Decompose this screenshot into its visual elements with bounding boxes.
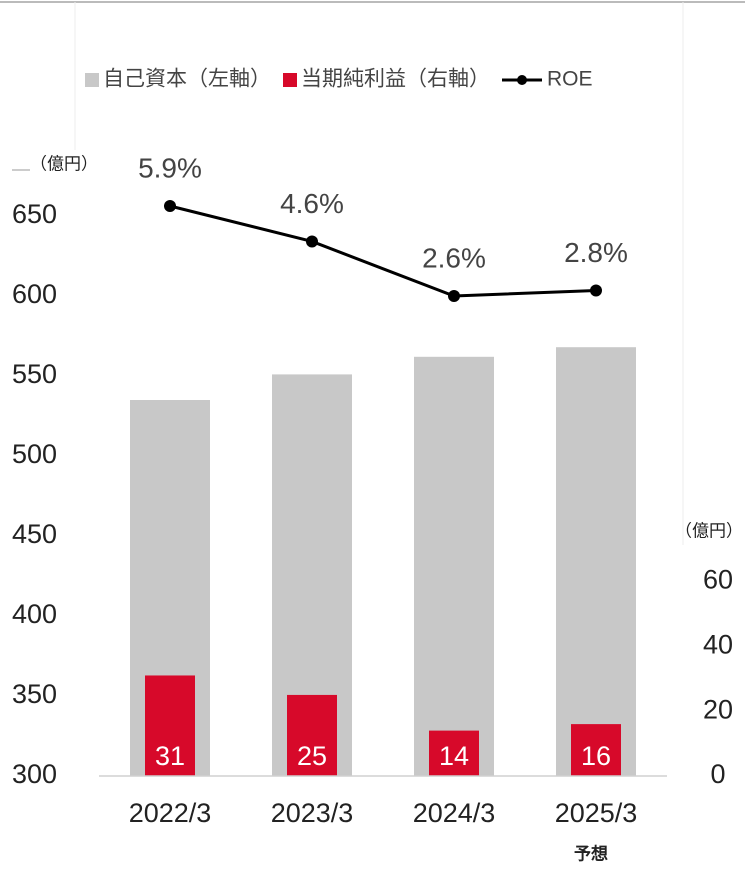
legend-swatch (283, 73, 297, 87)
y-tick-label: 300 (12, 759, 57, 789)
x-tick-label: 2024/3 (413, 798, 496, 828)
y-axis-label: （億円） (30, 154, 98, 173)
y2-tick-label: 0 (710, 759, 725, 789)
bar-value-label: 14 (439, 741, 469, 771)
roe-line (169, 204, 597, 298)
bar (429, 730, 479, 776)
bar (571, 724, 621, 776)
y2-tick-label: 60 (703, 565, 733, 595)
y2-tick-label: 20 (703, 694, 733, 724)
legend-label: ROE (547, 68, 593, 91)
bar-value-label: 31 (155, 741, 185, 771)
y-tick-label: 450 (12, 519, 57, 549)
roe-point (448, 290, 460, 302)
x-tick-label: 2022/3 (129, 798, 212, 828)
bar (287, 694, 337, 776)
legend-marker (517, 75, 527, 85)
x-tick-label: 2025/3 (555, 798, 638, 828)
annotation: 予想 (574, 843, 608, 863)
roe-value-label: 2.8% (564, 237, 628, 268)
roe-point (590, 284, 602, 297)
roe-value-label: 4.6% (280, 188, 344, 219)
y-tick-label: 400 (12, 599, 57, 629)
roe-point (164, 200, 176, 212)
bar (145, 675, 195, 776)
y-tick-label: 600 (12, 279, 57, 309)
bar (414, 356, 494, 776)
legend-label: 当期純利益（右軸） (301, 68, 490, 91)
bar (556, 347, 636, 776)
y2-axis-label: （億円） (675, 521, 743, 540)
roe-value-label: 5.9% (138, 152, 202, 183)
y-tick-label: 500 (12, 439, 57, 469)
legend-swatch (85, 73, 99, 87)
bar-value-label: 25 (297, 741, 327, 771)
roe-value-label: 2.6% (422, 242, 486, 273)
roe-point (306, 235, 318, 248)
legend-label: 自己資本（左軸） (103, 68, 271, 91)
bar-value-label: 16 (581, 741, 611, 771)
y-tick-label: 350 (12, 679, 57, 709)
x-tick-label: 2023/3 (271, 798, 354, 828)
y-tick-label: 550 (12, 359, 57, 389)
y2-tick-label: 40 (703, 629, 733, 659)
y-tick-label: 650 (12, 199, 57, 229)
